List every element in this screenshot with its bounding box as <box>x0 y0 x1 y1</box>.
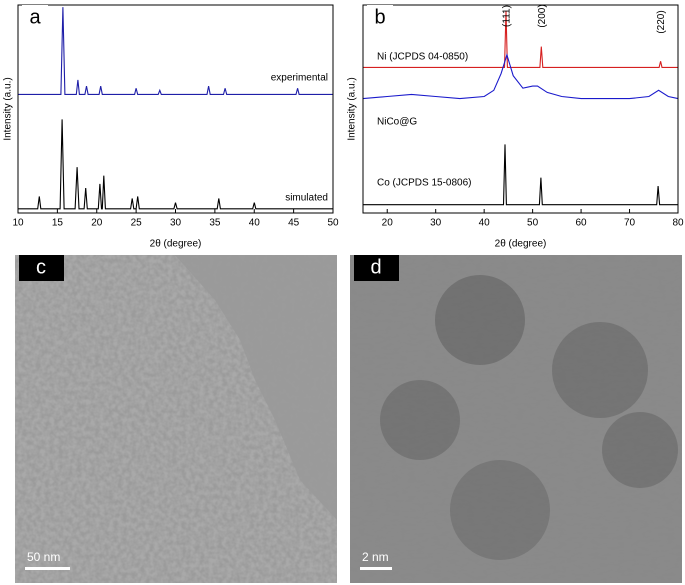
pattern-line <box>363 11 678 68</box>
x-tick-label: 30 <box>430 218 442 229</box>
x-tick-label: 70 <box>624 218 636 229</box>
x-tick-label: 40 <box>249 218 261 229</box>
x-tick-label: 80 <box>672 218 684 229</box>
tem-image-c <box>15 255 337 583</box>
scale-bar-label: 2 nm <box>362 550 389 564</box>
panel-label-bg <box>354 255 399 281</box>
x-tick-label: 25 <box>131 218 143 229</box>
x-tick-label: 15 <box>52 218 64 229</box>
panel-label: c <box>36 256 46 278</box>
panel-label-bg <box>367 5 393 31</box>
pattern-line <box>363 144 678 206</box>
x-tick-label: 50 <box>327 218 339 229</box>
panel-label: d <box>370 256 381 278</box>
x-tick-label: 10 <box>12 218 24 229</box>
tem-image-d <box>350 255 682 583</box>
pattern-line <box>18 7 333 95</box>
x-tick-label: 45 <box>288 218 300 229</box>
series-label: simulated <box>285 193 328 204</box>
x-tick-label: 40 <box>479 218 491 229</box>
panel-label: a <box>29 6 41 28</box>
series-label: experimental <box>271 73 328 84</box>
x-tick-label: 50 <box>527 218 539 229</box>
panel-label-bg <box>19 255 64 281</box>
x-tick-label: 20 <box>382 218 394 229</box>
peak-annotation: (200) <box>537 4 548 27</box>
y-axis-label: Intensity (a.u.) <box>347 77 358 140</box>
plot-frame <box>17 4 334 214</box>
series-label: Ni (JCPDS 04-0850) <box>377 52 468 63</box>
plot-frame <box>362 4 679 214</box>
scale-bar <box>25 567 70 570</box>
peak-annotation: (111) <box>502 5 513 27</box>
scale-bar <box>360 567 392 570</box>
panel-label-bg <box>22 5 48 31</box>
pattern-line <box>18 119 333 210</box>
x-axis-label: 2θ (degree) <box>150 239 202 250</box>
series-label: Co (JCPDS 15-0806) <box>377 178 471 189</box>
x-tick-label: 30 <box>170 218 182 229</box>
x-tick-label: 35 <box>209 218 221 229</box>
x-tick-label: 60 <box>576 218 588 229</box>
panel-label: b <box>374 6 385 28</box>
peak-annotation: (220) <box>656 10 667 33</box>
y-axis-label: Intensity (a.u.) <box>3 77 14 140</box>
x-tick-label: 20 <box>91 218 103 229</box>
scale-bar-label: 50 nm <box>27 550 60 564</box>
series-label: NiCo@G <box>377 117 417 128</box>
pattern-line <box>362 53 679 100</box>
x-axis-label: 2θ (degree) <box>495 239 547 250</box>
